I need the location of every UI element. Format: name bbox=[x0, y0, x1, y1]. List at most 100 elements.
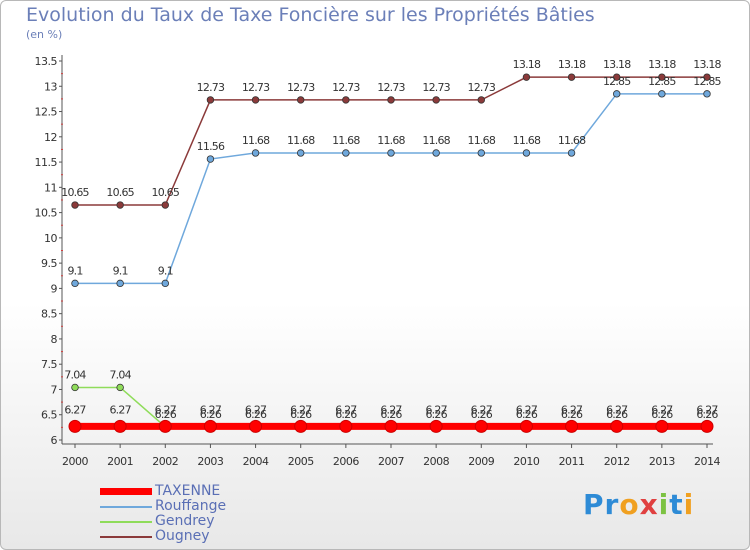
y-tick-label: 12.5 bbox=[35, 106, 58, 119]
data-point-ougney bbox=[342, 96, 350, 104]
x-tick-label: 2014 bbox=[694, 455, 720, 468]
data-label-gendrey: 6.26 bbox=[290, 408, 312, 421]
data-label-rouffange: 11.56 bbox=[197, 140, 225, 153]
data-label-taxenne: 6.27 bbox=[245, 403, 267, 416]
data-point-ougney bbox=[613, 73, 621, 81]
logo-letter: i bbox=[658, 488, 670, 521]
data-label-rouffange: 9.1 bbox=[158, 264, 173, 277]
data-label-taxenne: 6.27 bbox=[335, 403, 357, 416]
legend-label-rouffange: Rouffange bbox=[155, 498, 227, 514]
y-tick-label: 13 bbox=[44, 80, 57, 93]
data-label-taxenne: 6.27 bbox=[64, 403, 86, 416]
data-label-taxenne: 6.27 bbox=[606, 403, 628, 416]
data-label-ougney: 10.65 bbox=[152, 186, 180, 199]
legend-item-rouffange: Rouffange bbox=[100, 498, 320, 514]
logo-letter: t bbox=[669, 488, 684, 521]
data-label-taxenne: 6.27 bbox=[425, 403, 447, 416]
data-point-rouffange bbox=[567, 149, 576, 157]
data-point-taxenne bbox=[565, 419, 579, 433]
data-point-ougney bbox=[522, 73, 531, 81]
data-label-taxenne: 6.27 bbox=[200, 403, 222, 416]
data-point-rouffange bbox=[387, 149, 395, 157]
data-label-gendrey: 6.26 bbox=[335, 408, 357, 421]
legend: TAXENNE Rouffange Gendrey Ougney bbox=[100, 483, 320, 544]
data-point-taxenne bbox=[249, 419, 263, 433]
data-point-rouffange bbox=[161, 279, 169, 288]
x-tick-label: 2006 bbox=[333, 455, 359, 468]
data-point-taxenne bbox=[474, 419, 488, 433]
data-label-gendrey: 6.26 bbox=[561, 408, 583, 421]
legend-label-taxenne: TAXENNE bbox=[155, 483, 221, 499]
data-label-gendrey: 6.26 bbox=[245, 408, 267, 421]
data-point-taxenne bbox=[519, 419, 533, 433]
legend-swatch-ougney bbox=[100, 536, 152, 538]
x-tick-label: 2011 bbox=[559, 455, 585, 468]
data-label-gendrey: 6.26 bbox=[471, 408, 493, 421]
data-point-taxenne bbox=[429, 419, 443, 433]
data-point-rouffange bbox=[251, 149, 260, 157]
data-label-rouffange: 11.68 bbox=[377, 134, 405, 147]
data-point-rouffange bbox=[432, 149, 440, 157]
logo-letter: P bbox=[583, 488, 605, 521]
data-label-rouffange: 11.68 bbox=[242, 134, 270, 147]
data-label-ougney: 12.73 bbox=[197, 81, 225, 94]
y-tick-label: 6.5 bbox=[41, 409, 57, 422]
data-point-rouffange bbox=[297, 149, 305, 157]
data-point-rouffange bbox=[522, 149, 531, 157]
y-tick-label: 11 bbox=[44, 181, 57, 194]
legend-label-gendrey: Gendrey bbox=[155, 513, 215, 529]
data-label-taxenne: 6.27 bbox=[516, 403, 538, 416]
data-point-taxenne bbox=[610, 419, 624, 433]
x-tick-label: 2013 bbox=[649, 455, 675, 468]
data-point-ougney bbox=[658, 73, 666, 81]
data-label-gendrey: 7.04 bbox=[64, 368, 86, 381]
legend-swatch-rouffange bbox=[100, 506, 152, 508]
data-label-rouffange: 11.68 bbox=[332, 134, 360, 147]
data-point-taxenne bbox=[203, 419, 217, 433]
data-point-taxenne bbox=[294, 419, 308, 433]
data-label-rouffange: 12.85 bbox=[603, 75, 631, 88]
x-tick-label: 2001 bbox=[107, 455, 133, 468]
data-label-ougney: 12.73 bbox=[242, 81, 270, 94]
data-label-gendrey: 6.26 bbox=[380, 408, 402, 421]
x-tick-label: 2010 bbox=[513, 455, 539, 468]
data-point-taxenne bbox=[68, 419, 82, 433]
logo-letter: o bbox=[619, 488, 640, 521]
data-point-taxenne bbox=[700, 419, 714, 433]
y-tick-label: 8.5 bbox=[41, 308, 57, 321]
data-label-ougney: 12.73 bbox=[332, 81, 360, 94]
data-label-ougney: 10.65 bbox=[106, 186, 134, 199]
data-point-rouffange bbox=[477, 149, 485, 157]
y-tick-label: 7 bbox=[51, 383, 58, 396]
data-label-ougney: 12.73 bbox=[287, 81, 315, 94]
proxiti-logo: Proxiti bbox=[583, 488, 694, 521]
data-label-taxenne: 6.27 bbox=[561, 403, 583, 416]
y-axis-unit-label: (en %) bbox=[26, 28, 63, 41]
data-label-gendrey: 6.26 bbox=[155, 408, 177, 421]
x-tick-label: 2000 bbox=[62, 455, 88, 468]
chart-title: Evolution du Taux de Taxe Foncière sur l… bbox=[26, 4, 595, 26]
data-label-taxenne: 6.27 bbox=[651, 403, 673, 416]
data-point-taxenne bbox=[655, 419, 669, 433]
data-point-rouffange bbox=[116, 279, 124, 288]
data-point-ougney bbox=[387, 96, 395, 104]
x-tick-label: 2009 bbox=[468, 455, 494, 468]
data-point-ougney bbox=[477, 96, 485, 104]
data-label-rouffange: 11.68 bbox=[513, 134, 541, 147]
data-point-rouffange bbox=[703, 90, 711, 98]
x-tick-label: 2007 bbox=[378, 455, 404, 468]
data-point-rouffange bbox=[71, 279, 79, 288]
legend-swatch-taxenne bbox=[100, 488, 152, 495]
data-point-rouffange bbox=[613, 90, 621, 98]
data-label-rouffange: 11.68 bbox=[287, 134, 315, 147]
y-tick-label: 11.5 bbox=[35, 156, 58, 169]
data-label-rouffange: 11.68 bbox=[468, 134, 496, 147]
data-point-ougney bbox=[297, 96, 305, 104]
data-label-gendrey: 6.26 bbox=[425, 408, 447, 421]
data-label-gendrey: 6.26 bbox=[606, 408, 628, 421]
y-tick-label: 13.5 bbox=[35, 55, 58, 68]
data-label-ougney: 12.73 bbox=[377, 81, 405, 94]
x-tick-label: 2012 bbox=[604, 455, 630, 468]
data-point-taxenne bbox=[113, 419, 127, 433]
x-tick-label: 2008 bbox=[423, 455, 449, 468]
